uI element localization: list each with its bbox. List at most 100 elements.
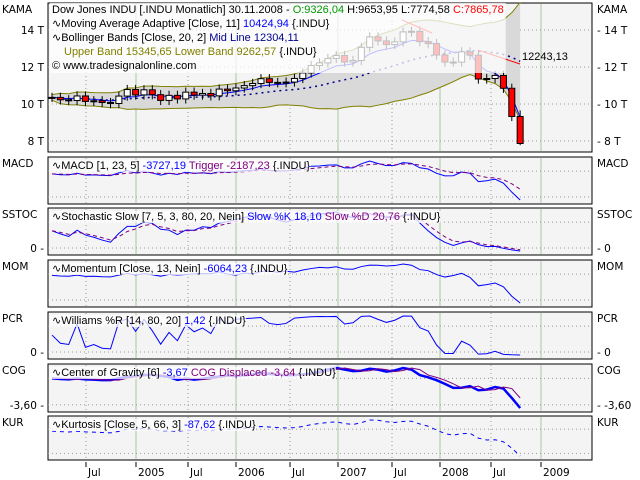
bb-suffix: {.INDU} xyxy=(279,46,317,58)
y-tick-left: 10 T xyxy=(21,99,45,111)
indicator-name: ∿Center of Gravity [6] xyxy=(52,367,163,379)
panel-axis-label-right: MOM xyxy=(597,261,623,273)
candle-body xyxy=(81,95,89,102)
panel-axis-label-left: SSTOC xyxy=(2,209,37,221)
panel-legend: ∿MACD [1, 23, 5] -3727,19 Trigger -2187,… xyxy=(52,160,310,172)
legend-background xyxy=(50,419,256,431)
panel-legend: ∿Stochastic Slow [7, 5, 3, 80, 20, Nein]… xyxy=(52,211,441,223)
candle-body xyxy=(508,87,516,117)
panel-tick-left: -3,60 - xyxy=(10,400,45,412)
price-legend: Dow Jones INDU [.INDU Monatlich] 30.11.2… xyxy=(52,4,504,72)
panel-legend: ∿Williams %R [14, 80, 20] 1,42 {.INDU} xyxy=(52,315,246,327)
candle-body xyxy=(115,95,123,105)
candle-body xyxy=(240,85,248,89)
wave-icon: ∿ xyxy=(52,32,61,44)
candle-body xyxy=(123,89,131,97)
low-value: L:7774,58 xyxy=(401,4,450,16)
indicator-name: ∿Williams %R [14, 80, 20] xyxy=(52,315,184,327)
candle xyxy=(140,85,148,100)
x-axis-label: 2007 xyxy=(340,467,367,479)
copyright-text: © www.tradesignalonline.com xyxy=(52,60,196,72)
panel-axis-label-right: SSTOC xyxy=(597,209,632,221)
bb-lower-value: Lower Band 9262,57 xyxy=(175,46,277,58)
y-tick-left: 14 T xyxy=(21,25,45,37)
candle xyxy=(215,84,223,101)
candle xyxy=(499,70,507,93)
panel-axis-label-left: PCR xyxy=(2,313,23,325)
candle-body xyxy=(207,92,215,97)
candle-body xyxy=(198,92,206,96)
trendline-value: 12243,13 xyxy=(522,51,568,63)
panel-axis-label-left: COG xyxy=(2,365,26,377)
candle-body xyxy=(290,77,298,83)
symbol-label: Dow Jones INDU [.INDU Monatlich] 30.11.2… xyxy=(52,4,290,16)
bb-name: Bollinger Bands [Close, 20, 2] xyxy=(61,32,206,44)
indicator-value: 1,42 xyxy=(184,315,208,327)
candle xyxy=(182,87,190,104)
indicator-value: -87,62 xyxy=(184,419,218,431)
candle-body xyxy=(249,82,257,87)
candle xyxy=(240,81,248,93)
indicator-suffix: {.INDU} xyxy=(218,419,256,431)
y-tick-right: - 12 T xyxy=(597,62,628,74)
indicator-value: -6064,23 xyxy=(204,263,250,275)
candle xyxy=(81,91,89,107)
main-axis-label-right: KAMA xyxy=(597,4,628,16)
candle xyxy=(249,78,257,91)
indicator-suffix: {.INDU} xyxy=(250,263,288,275)
indicator-value-2: Trigger -2187,23 xyxy=(189,160,273,172)
indicator-name: ∿Kurtosis [Close, 5, 66, 3] xyxy=(52,419,184,431)
y-tick-right: - 14 T xyxy=(597,25,628,37)
panel-legend: ∿Center of Gravity [6] -3,67 COG Displac… xyxy=(52,367,336,379)
candle xyxy=(224,84,232,96)
panel-axis-label-right: COG xyxy=(597,365,621,377)
candle xyxy=(123,84,131,101)
indicator-suffix: {.INDU} xyxy=(209,315,247,327)
candle xyxy=(65,95,73,106)
candle xyxy=(165,90,173,106)
indicator-panel-pcr: PCR PCR 0 - - 0 ∿Williams %R [14, 80, 20] 1,… xyxy=(2,311,618,360)
candle xyxy=(265,74,273,88)
candle-body xyxy=(274,81,282,84)
kama-suffix: {.INDU} xyxy=(292,18,330,30)
indicator-value: Slow %K 18,10 xyxy=(247,211,325,223)
indicator-value: -3,67 xyxy=(163,367,191,379)
indicator-value-2: COG Displaced -3,64 xyxy=(191,367,299,379)
candle-body xyxy=(491,74,499,80)
indicator-panel-cog: COG COG -3,60 - - -3,60 ∿Center of Gravity [… xyxy=(2,363,631,413)
candle xyxy=(107,97,115,109)
y-tick-left: 8 T xyxy=(28,136,45,148)
candle xyxy=(56,92,64,105)
legend-background xyxy=(50,315,247,327)
candle xyxy=(115,91,123,109)
main-axis-label-left: KAMA xyxy=(2,4,33,16)
candle-body xyxy=(157,94,165,101)
indicator-name: ∿Stochastic Slow [7, 5, 3, 80, 20, Nein] xyxy=(52,211,247,223)
candle xyxy=(173,90,181,104)
indicator-value-2: Slow %D 20,76 xyxy=(325,211,403,223)
high-value: H:9653,95 xyxy=(347,4,398,16)
candle xyxy=(207,88,215,101)
candle-body xyxy=(182,91,190,100)
legend-background xyxy=(50,367,337,379)
candle xyxy=(90,96,98,107)
candle xyxy=(274,77,282,88)
candle-body xyxy=(299,72,307,79)
candle xyxy=(508,83,516,122)
legend-bollinger-bands-line: Upper Band 15345,65 Lower Band 9262,57 {… xyxy=(64,46,317,58)
candle-body xyxy=(232,87,240,92)
candle xyxy=(132,84,140,100)
panel-axis-label-left: MACD xyxy=(2,158,33,170)
bollinger-lower-band xyxy=(51,73,521,121)
candle-body xyxy=(140,89,148,96)
kama-name: Moving Average Adaptive [Close, 11] xyxy=(61,18,240,30)
candle-body xyxy=(215,88,223,97)
legend-background xyxy=(50,160,311,172)
candle-body xyxy=(257,78,265,84)
candle xyxy=(483,73,491,84)
candle-body xyxy=(107,102,115,105)
candle-body xyxy=(165,94,173,101)
candle-body xyxy=(48,96,56,99)
panel-tick-right: - 0 xyxy=(597,243,611,255)
